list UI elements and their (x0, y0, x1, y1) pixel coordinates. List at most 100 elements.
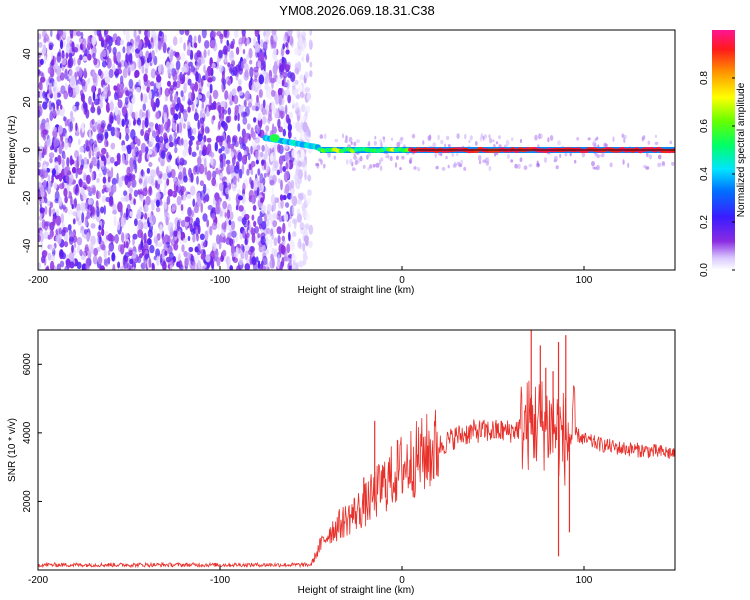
heatmap-cell (106, 140, 109, 147)
heatmap-cell (128, 249, 133, 256)
heatmap-cell (452, 164, 457, 168)
heatmap-cell (81, 181, 87, 188)
heatmap-cell (280, 179, 283, 191)
heatmap-cell (280, 106, 285, 112)
heatmap-cell (445, 155, 448, 160)
heatmap-cell (152, 32, 158, 39)
heatmap-cell (111, 252, 116, 262)
heatmap-cell (203, 196, 207, 204)
heatmap-cell (211, 213, 216, 221)
heatmap-cell (232, 38, 236, 46)
heatmap-cell (285, 104, 288, 115)
heatmap-cell (123, 260, 129, 269)
heatmap-cell (183, 175, 188, 183)
heatmap-cell (291, 262, 298, 270)
heatmap-cell (341, 133, 345, 139)
heatmap-cell (46, 138, 52, 148)
heatmap-cell (52, 215, 56, 227)
heatmap-cell (160, 125, 163, 136)
heatmap-cell (256, 136, 261, 144)
heatmap-cell (244, 69, 249, 78)
heatmap-cell (292, 231, 297, 238)
heatmap-cell (62, 204, 66, 210)
heatmap-cell (48, 180, 52, 190)
heatmap-cell (351, 167, 356, 172)
heatmap-cell (155, 248, 161, 258)
heatmap-cell (207, 77, 213, 83)
heatmap-cell (116, 51, 121, 63)
heatmap-cell (92, 52, 96, 60)
heatmap-cell (226, 209, 231, 220)
heatmap-cell (230, 244, 235, 254)
heatmap-cell (657, 162, 662, 168)
heatmap-cell (194, 52, 199, 61)
heatmap-cell (240, 142, 243, 150)
heatmap-cell (222, 200, 228, 210)
heatmap-cell (180, 90, 184, 98)
heatmap-cell (48, 152, 55, 159)
heatmap-cell (107, 83, 110, 93)
heatmap-cell (410, 156, 413, 161)
heatmap-cell (53, 182, 58, 189)
heatmap-cell (42, 129, 48, 135)
heatmap-cell (296, 213, 302, 223)
heatmap-cell (72, 104, 75, 111)
snr-x-tick-label: 0 (399, 575, 405, 586)
heatmap-cell (84, 244, 89, 252)
heatmap-cell (140, 142, 147, 153)
heatmap-cell (65, 52, 69, 59)
heatmap-cell (272, 220, 278, 228)
heatmap-cell (229, 265, 233, 270)
heatmap-cell (621, 133, 625, 138)
heatmap-cell (170, 106, 175, 116)
heatmap-cell (68, 87, 74, 98)
heatmap-x-ticks: -200 -100 0 100 (28, 266, 593, 286)
heatmap-cell (196, 249, 201, 256)
heatmap-cell (250, 226, 254, 236)
heatmap-cell (114, 126, 118, 137)
heatmap-cell (97, 135, 103, 144)
heatmap-cell (80, 31, 84, 40)
heatmap-cell (163, 187, 167, 197)
heatmap-cell (479, 136, 482, 142)
heatmap-cell (254, 125, 258, 132)
heatmap-cell (156, 127, 160, 138)
heatmap-cell (291, 253, 297, 263)
heatmap-cell (203, 135, 207, 143)
heatmap-cell (230, 151, 235, 158)
heatmap-cell (128, 192, 132, 201)
snr-y-label: SNR (10 * v/v) (7, 418, 18, 482)
colorbar-tick-label: 0.6 (699, 119, 710, 133)
heatmap-cell (257, 215, 263, 226)
heatmap-cell (174, 146, 178, 154)
heatmap-cell (76, 261, 82, 270)
heatmap-cell (362, 164, 366, 169)
heatmap-cell (159, 253, 163, 263)
heatmap-cell (227, 196, 231, 202)
heatmap-cell (156, 255, 160, 266)
heatmap-cell (140, 129, 145, 136)
heatmap-cell (71, 166, 77, 174)
heatmap-cell (354, 159, 358, 166)
heatmap-cell (251, 232, 256, 244)
heatmap-cell (39, 229, 43, 237)
heatmap-cell (523, 165, 528, 170)
heatmap-cell (267, 30, 271, 36)
heatmap-cell (92, 70, 96, 79)
heatmap-cell (38, 33, 42, 40)
heatmap-cell (160, 36, 165, 47)
heatmap-cell (59, 39, 64, 50)
heatmap-cell (97, 231, 102, 238)
heatmap-cell (176, 195, 182, 206)
heatmap-cell (627, 162, 630, 168)
heatmap-cell (228, 115, 232, 123)
heatmap-cell (77, 220, 83, 226)
heatmap-cell (185, 146, 189, 155)
heatmap-cell (302, 242, 306, 252)
heatmap-cell (91, 118, 95, 125)
heatmap-cell (559, 153, 562, 158)
heatmap-cell (528, 163, 533, 168)
heatmap-cell (132, 266, 135, 270)
heatmap-cell (221, 70, 225, 81)
heatmap-cell (78, 67, 83, 78)
